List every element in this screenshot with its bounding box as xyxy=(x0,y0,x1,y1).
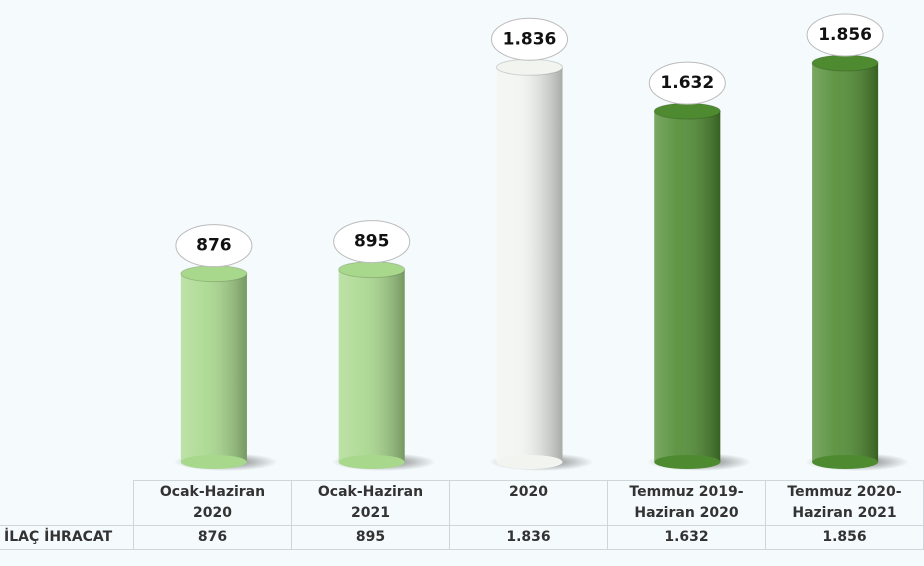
bar-bottom xyxy=(812,455,879,469)
series-name: İLAÇ İHRACAT xyxy=(0,525,134,550)
category-label: 2020 xyxy=(449,480,608,526)
bar-shade xyxy=(812,62,879,463)
bar-bottom xyxy=(654,455,721,469)
data-label: 895 xyxy=(354,232,390,252)
category-label: Temmuz 2019-Haziran 2020 xyxy=(607,480,766,526)
plot: 876 895 1.836 1.632 1.856 xyxy=(173,13,910,471)
table-value: 895 xyxy=(291,525,450,550)
data-label: 1.836 xyxy=(503,29,557,49)
bar-top xyxy=(653,102,721,120)
label-bubble xyxy=(175,224,253,268)
table-value: 876 xyxy=(133,525,292,550)
data-table: Ocak-Haziran 2020 Ocak-Haziran 2021 2020 Te… xyxy=(0,480,924,550)
bar-top xyxy=(180,265,248,283)
category-label: Ocak-Haziran 2020 xyxy=(133,480,292,526)
bar-top xyxy=(496,58,563,76)
bar-shade xyxy=(180,273,247,462)
data-label: 876 xyxy=(196,236,232,256)
label-bubble xyxy=(648,61,726,105)
table-value: 1.632 xyxy=(607,525,766,550)
table-value: 1.856 xyxy=(765,525,924,550)
category-label: Temmuz 2020-Haziran 2021 xyxy=(765,480,924,526)
label-bubble xyxy=(806,13,884,57)
category-label: Ocak-Haziran 2021 xyxy=(291,480,450,526)
bar-bottom xyxy=(180,455,247,469)
table-value: 1.836 xyxy=(449,525,608,550)
label-bubble xyxy=(333,220,411,264)
data-label: 1.632 xyxy=(660,73,714,93)
label-bubble xyxy=(491,17,568,61)
bar-shade xyxy=(496,67,563,462)
data-label: 1.856 xyxy=(818,25,872,45)
bar-bottom xyxy=(338,455,405,469)
bar-shade xyxy=(338,269,405,462)
bar-shade xyxy=(654,111,721,463)
bar-top xyxy=(338,261,406,279)
bar-bottom xyxy=(496,455,563,469)
bar-top xyxy=(811,54,879,72)
